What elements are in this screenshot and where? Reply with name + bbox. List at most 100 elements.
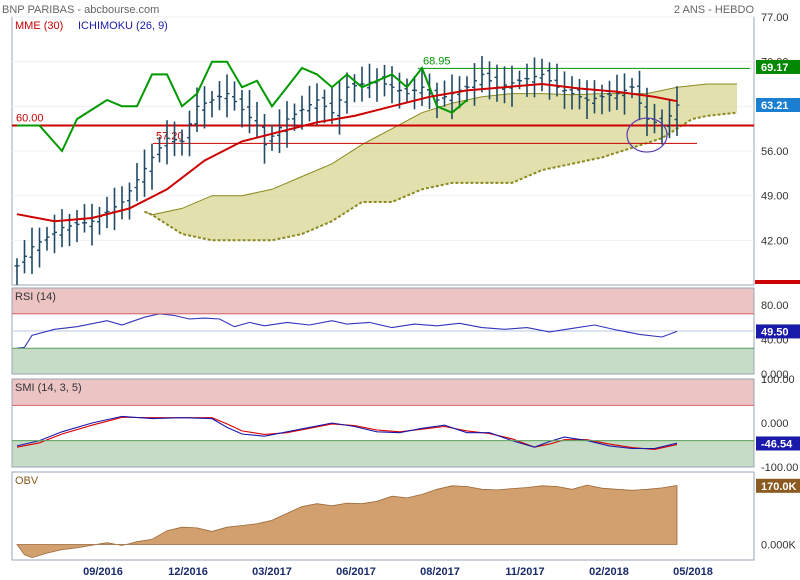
smi-y-tick: -100.00 xyxy=(761,462,798,474)
x-tick-label: 02/2018 xyxy=(589,566,629,578)
price-bar xyxy=(337,80,342,135)
price-bars xyxy=(14,55,680,285)
price-y-tick: 42.00 xyxy=(761,235,789,247)
price-bar xyxy=(412,75,417,110)
price-bar xyxy=(622,73,627,115)
smi-title: SMI (14, 3, 5) xyxy=(15,382,82,394)
price-bar xyxy=(299,95,305,130)
price-bar xyxy=(352,74,357,103)
price-bar xyxy=(142,149,147,197)
price-bar xyxy=(479,55,485,93)
price-bar xyxy=(397,72,402,109)
price-bar xyxy=(74,210,80,243)
price-bar xyxy=(577,78,582,110)
price-bar xyxy=(202,86,207,129)
obv-value-badge: 170.0K xyxy=(756,478,800,493)
smi-main-line xyxy=(16,415,678,450)
rsi-oversold-zone xyxy=(12,348,754,374)
smi-badge-text: -46.54 xyxy=(761,438,793,450)
price-bar xyxy=(322,89,327,124)
price-bar xyxy=(209,91,215,118)
price-badge-text: 69.17 xyxy=(761,62,789,74)
price-y-tick: 49.00 xyxy=(761,191,789,203)
price-bar xyxy=(607,80,612,112)
price-bar xyxy=(29,227,35,275)
price-bar xyxy=(187,110,192,157)
hline-label-2: 68.95 xyxy=(423,55,451,67)
x-tick-label: 08/2017 xyxy=(420,566,460,578)
smi-y-tick: 0.000 xyxy=(761,418,789,430)
smi-badge-bg xyxy=(756,436,800,451)
price-bar xyxy=(254,101,260,139)
price-bar xyxy=(157,136,162,163)
price-bar xyxy=(569,76,575,110)
hline-label-0: 60.00 xyxy=(16,112,44,124)
price-bar xyxy=(149,143,155,190)
price-bar xyxy=(247,89,252,134)
x-tick-label: 05/2018 xyxy=(673,566,713,578)
price-bar xyxy=(464,76,470,102)
price-bar xyxy=(584,80,590,120)
price-bar xyxy=(239,90,245,128)
smi-oversold-zone xyxy=(12,440,754,467)
obv-y-axis: 0.000K xyxy=(761,539,797,551)
price-bar xyxy=(314,83,320,126)
senkou-span-b-line xyxy=(144,111,738,242)
price-bar xyxy=(164,120,170,165)
price-bar xyxy=(674,86,680,136)
price-bar xyxy=(667,98,672,139)
price-bar xyxy=(547,62,552,100)
chart-period: 2 ANS - HEBDO xyxy=(674,4,755,16)
obv-badge-text: 170.0K xyxy=(761,481,797,493)
price-bar xyxy=(59,209,65,248)
legend-ichimoku: ICHIMOKU (26, 9) xyxy=(78,20,168,32)
axis-overlap-marker xyxy=(755,280,800,284)
x-tick-label: 06/2017 xyxy=(336,566,376,578)
obv-badge-bg xyxy=(756,478,800,493)
x-tick-label: 11/2017 xyxy=(505,566,544,578)
price-bar xyxy=(37,227,42,268)
obv-area xyxy=(16,484,678,559)
x-tick-label: 12/2016 xyxy=(168,566,208,578)
rsi-y-tick: 0.000 xyxy=(761,369,789,381)
price-bar xyxy=(127,182,132,220)
mme-30-line xyxy=(16,82,678,223)
price-bar xyxy=(44,226,50,251)
price-badge-bg xyxy=(756,97,800,112)
highlight-circle xyxy=(626,117,668,153)
obv-y-tick: 0.000K xyxy=(761,539,797,551)
smi-signal-line xyxy=(16,416,678,450)
rsi-y-tick: 80.00 xyxy=(761,300,789,312)
price-bar xyxy=(389,66,395,104)
rsi-value-badge: 49.50 xyxy=(756,324,800,339)
price-bar xyxy=(262,113,267,164)
price-bar xyxy=(434,82,440,119)
price-bar xyxy=(269,124,275,151)
kijun-sen-line xyxy=(17,60,468,153)
price-y-tick: 56.00 xyxy=(761,146,789,158)
price-bar xyxy=(404,78,410,104)
price-bar xyxy=(232,81,237,111)
price-bar xyxy=(172,121,177,157)
rsi-overbought-zone xyxy=(12,288,754,315)
smi-value-badge: -46.54 xyxy=(756,436,800,451)
price-bar xyxy=(629,78,635,99)
smi-y-axis: 100.00 0.000 -100.00 xyxy=(761,374,798,474)
smi-y-tick: 100.00 xyxy=(761,374,795,386)
obv-panel: OBV 0.000K 170.0K xyxy=(11,471,800,561)
x-tick-label: 03/2017 xyxy=(252,566,292,578)
price-bar xyxy=(217,81,222,111)
price-badge-bg xyxy=(756,59,800,74)
price-bar xyxy=(329,87,335,124)
price-bar xyxy=(179,129,185,156)
price-bar xyxy=(524,63,530,97)
chart-title: BNP PARIBAS - abcbourse.com xyxy=(2,4,159,16)
rsi-title: RSI (14) xyxy=(15,291,56,303)
price-y-tick: 77.00 xyxy=(761,12,789,24)
smi-overbought-zone xyxy=(12,379,754,406)
rsi-line xyxy=(16,313,678,349)
